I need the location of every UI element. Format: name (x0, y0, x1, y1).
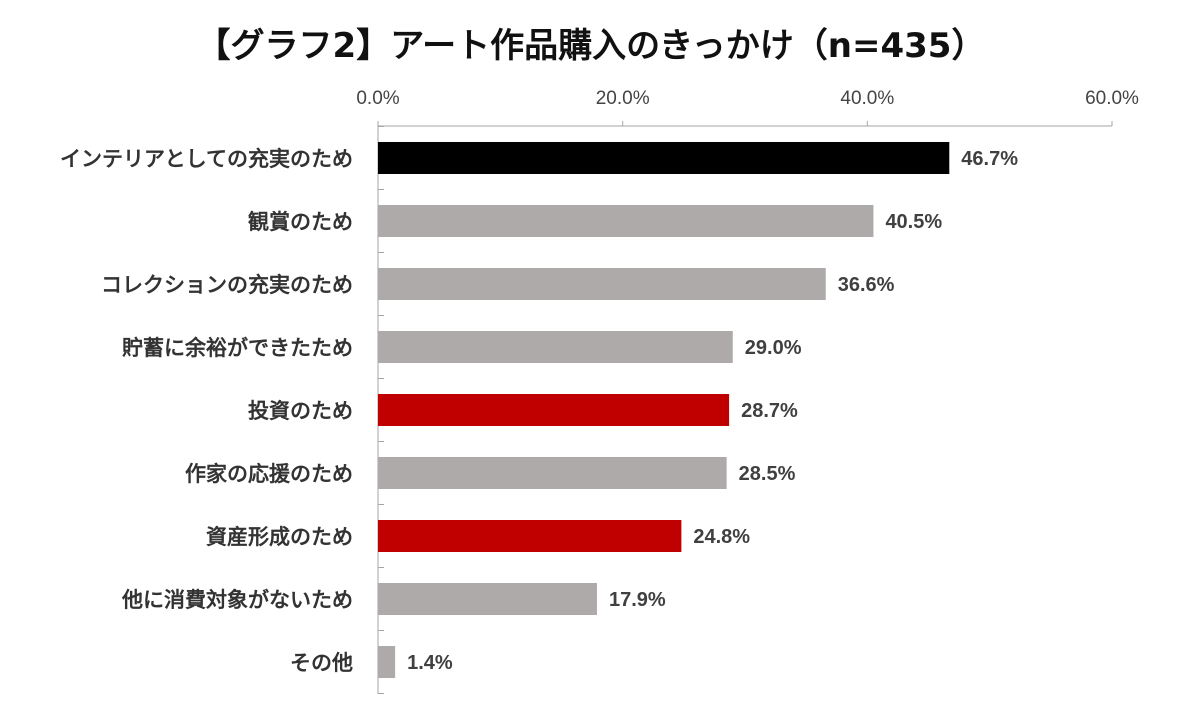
bar (378, 205, 874, 237)
category-label: その他 (290, 651, 353, 675)
bar (378, 520, 682, 552)
x-tick-label: 20.0% (596, 88, 650, 109)
bar (378, 457, 727, 489)
data-label: 28.7% (741, 400, 798, 422)
data-label: 28.5% (739, 463, 796, 485)
category-label: 他に消費対象がないため (121, 588, 353, 612)
chart-title: 【グラフ2】アート作品購入のきっかけ（n=435） (196, 26, 986, 66)
data-label: 36.6% (838, 274, 895, 296)
x-tick-label: 0.0% (356, 88, 399, 109)
data-label: 1.4% (407, 652, 453, 674)
bar (378, 142, 950, 174)
category-label: 資産形成のため (206, 525, 353, 549)
x-tick-label: 60.0% (1085, 88, 1139, 109)
bar (378, 268, 826, 300)
x-tick-label: 40.0% (840, 88, 894, 109)
data-label: 24.8% (693, 526, 750, 548)
data-label: 17.9% (609, 589, 666, 611)
bar (378, 331, 733, 363)
data-label: 46.7% (961, 148, 1018, 170)
category-label: 投資のため (248, 399, 353, 423)
data-label: 29.0% (745, 337, 802, 359)
data-label: 40.5% (885, 211, 942, 233)
category-label: 観賞のため (248, 210, 353, 234)
category-label: 作家の応援のため (185, 462, 353, 486)
x-ticks: 0.0% 20.0% 40.0% 60.0% (356, 88, 1139, 126)
category-label: 貯蓄に余裕ができたため (122, 336, 353, 360)
bars (378, 142, 950, 678)
category-label: コレクションの充実のため (101, 273, 353, 297)
bar (378, 394, 730, 426)
bar (378, 583, 597, 615)
labels: 46.7% インテリアとしての充実のため 40.5% 観賞のため 36.6% コレクション… (60, 147, 1018, 675)
bar (378, 646, 396, 678)
category-label: インテリアとしての充実のため (60, 147, 353, 171)
